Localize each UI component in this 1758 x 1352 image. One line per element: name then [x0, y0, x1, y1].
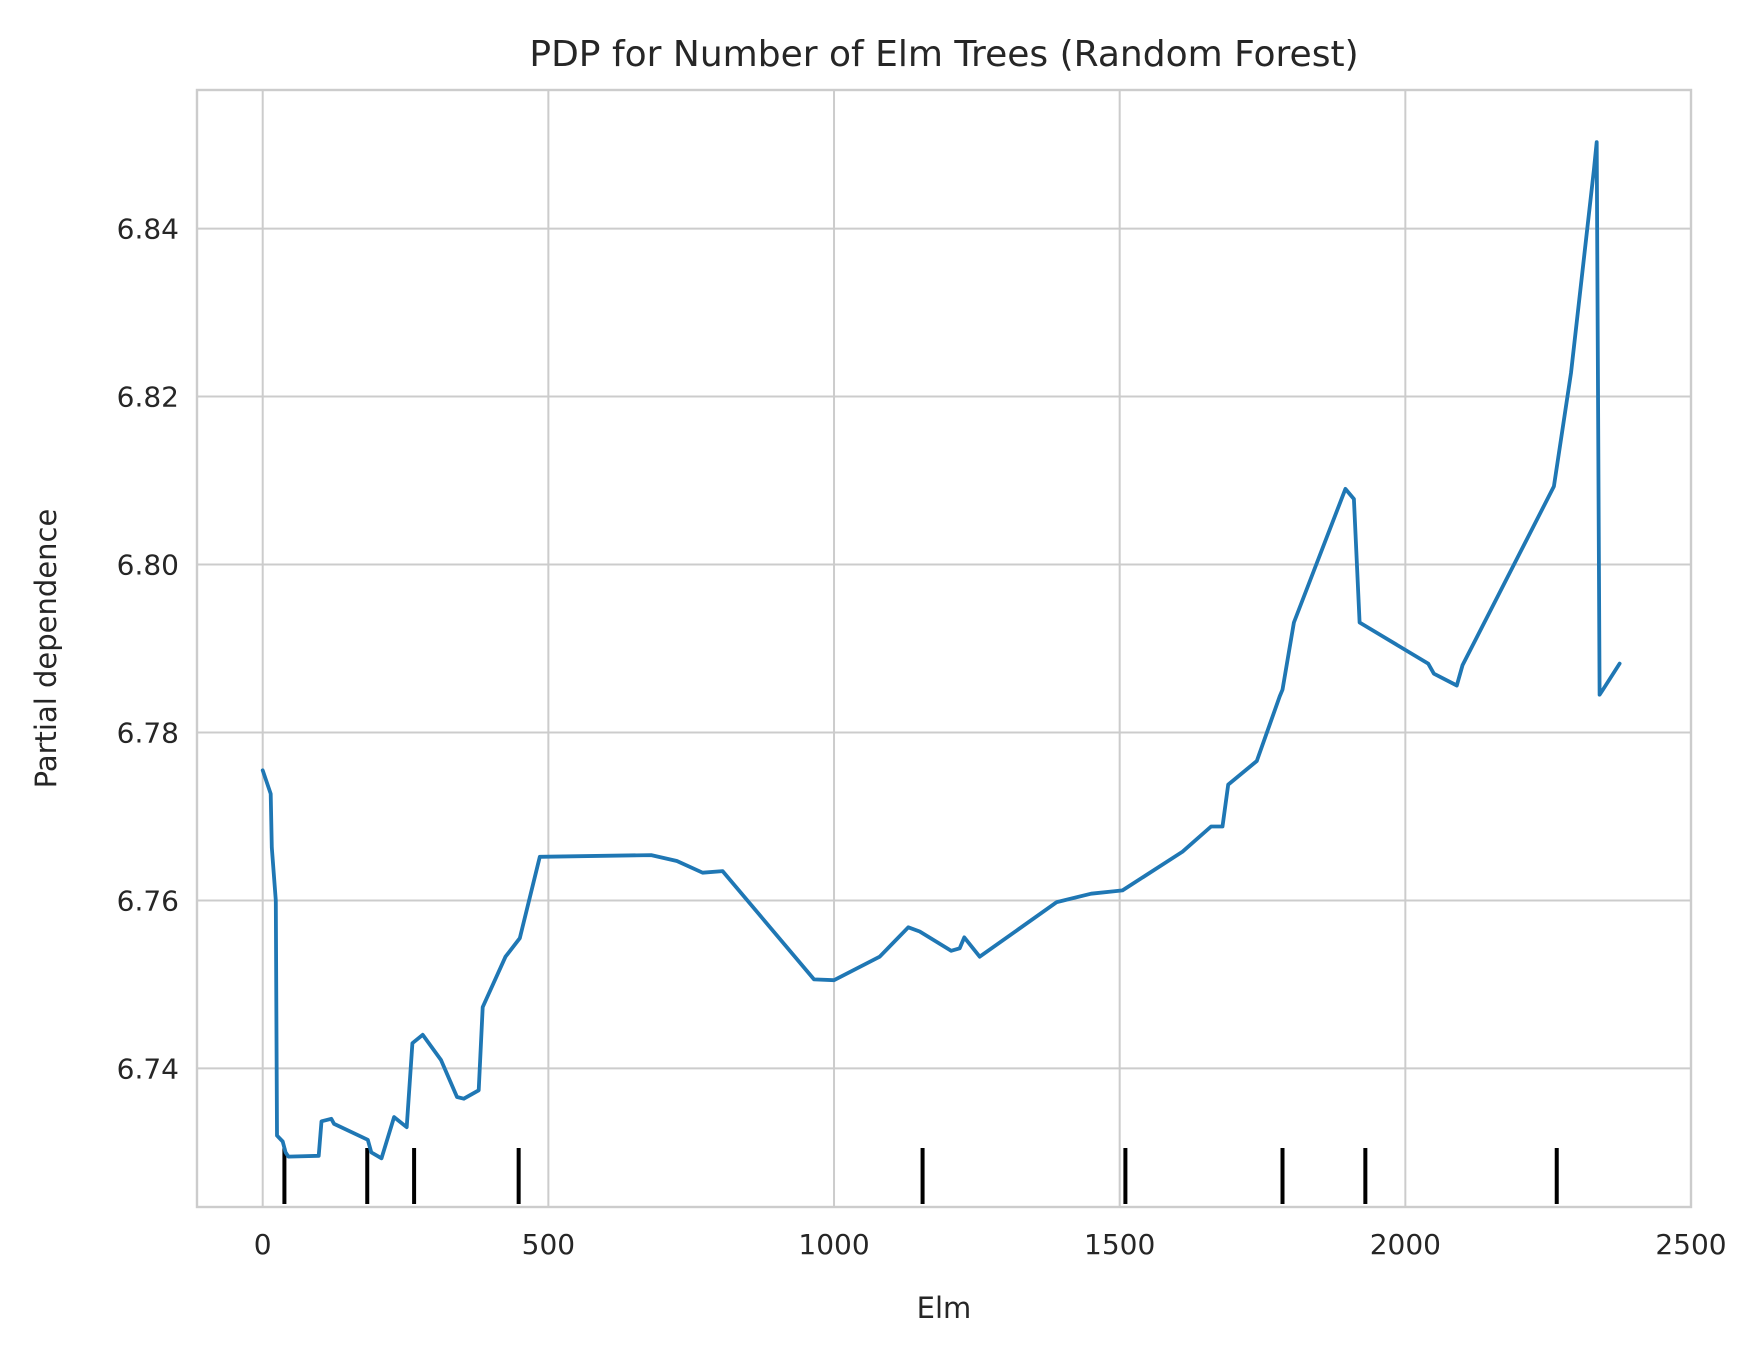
y-tick-label: 6.80	[117, 549, 179, 582]
rug-ticks	[282, 1148, 1559, 1204]
x-tick-label: 2000	[1370, 1228, 1441, 1261]
x-tick-label: 1000	[798, 1228, 869, 1261]
y-tick-label: 6.82	[117, 381, 179, 414]
y-tick-label: 6.78	[117, 716, 179, 749]
y-tick-label: 6.84	[117, 213, 179, 246]
partial-dependence-line	[260, 140, 1622, 1161]
plot-area	[195, 88, 1693, 1209]
x-tick-label: 1500	[1084, 1228, 1155, 1261]
tick-labels: 0 500 1000 1500 2000 2500 6.74 6.76 6.78 6.80 6.82…	[117, 213, 1727, 1261]
series	[260, 140, 1622, 1161]
chart-title: PDP for Number of Elm Trees (Random Fore…	[529, 34, 1358, 75]
x-axis-label: Elm	[917, 1291, 972, 1325]
grid	[197, 90, 1692, 1207]
x-tick-label: 0	[254, 1228, 272, 1261]
x-tick-label: 2500	[1655, 1228, 1726, 1261]
x-tick-label: 500	[522, 1228, 575, 1261]
y-axis-label: Partial dependence	[29, 509, 63, 789]
y-tick-label: 6.76	[117, 884, 179, 917]
y-tick-label: 6.74	[117, 1052, 179, 1085]
